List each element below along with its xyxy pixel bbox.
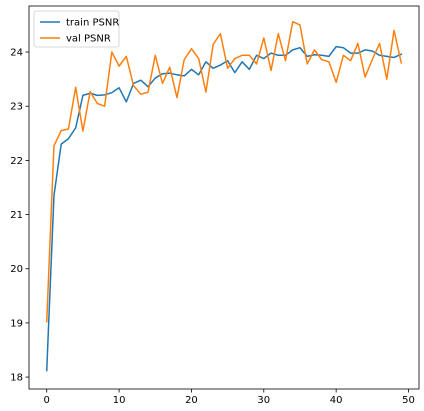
x-tick-label: 0 bbox=[44, 395, 50, 406]
x-tick-label: 40 bbox=[330, 395, 343, 406]
y-tick-label: 24 bbox=[10, 48, 23, 59]
x-tick-label: 30 bbox=[257, 395, 270, 406]
y-tick-label: 22 bbox=[10, 156, 23, 167]
legend: train PSNR val PSNR bbox=[33, 10, 120, 48]
legend-label-1: val PSNR bbox=[66, 34, 111, 45]
y-tick-label: 23 bbox=[10, 102, 23, 113]
y-tick-label: 21 bbox=[10, 210, 23, 221]
x-tick-label: 10 bbox=[113, 395, 126, 406]
x-axis: 0 10 20 30 40 50 bbox=[44, 389, 415, 406]
plot-frame bbox=[28, 5, 420, 390]
y-tick-label: 20 bbox=[10, 264, 23, 275]
y-tick-label: 19 bbox=[10, 318, 23, 329]
x-tick-label: 20 bbox=[185, 395, 198, 406]
legend-label-0: train PSNR bbox=[66, 18, 119, 29]
y-axis: 18 19 20 21 22 23 24 bbox=[10, 48, 29, 384]
series-line-1 bbox=[45, 20, 403, 323]
y-tick-label: 18 bbox=[10, 373, 23, 384]
series-layer bbox=[45, 20, 403, 372]
x-tick-label: 50 bbox=[402, 395, 415, 406]
plot-area-background bbox=[29, 6, 419, 389]
